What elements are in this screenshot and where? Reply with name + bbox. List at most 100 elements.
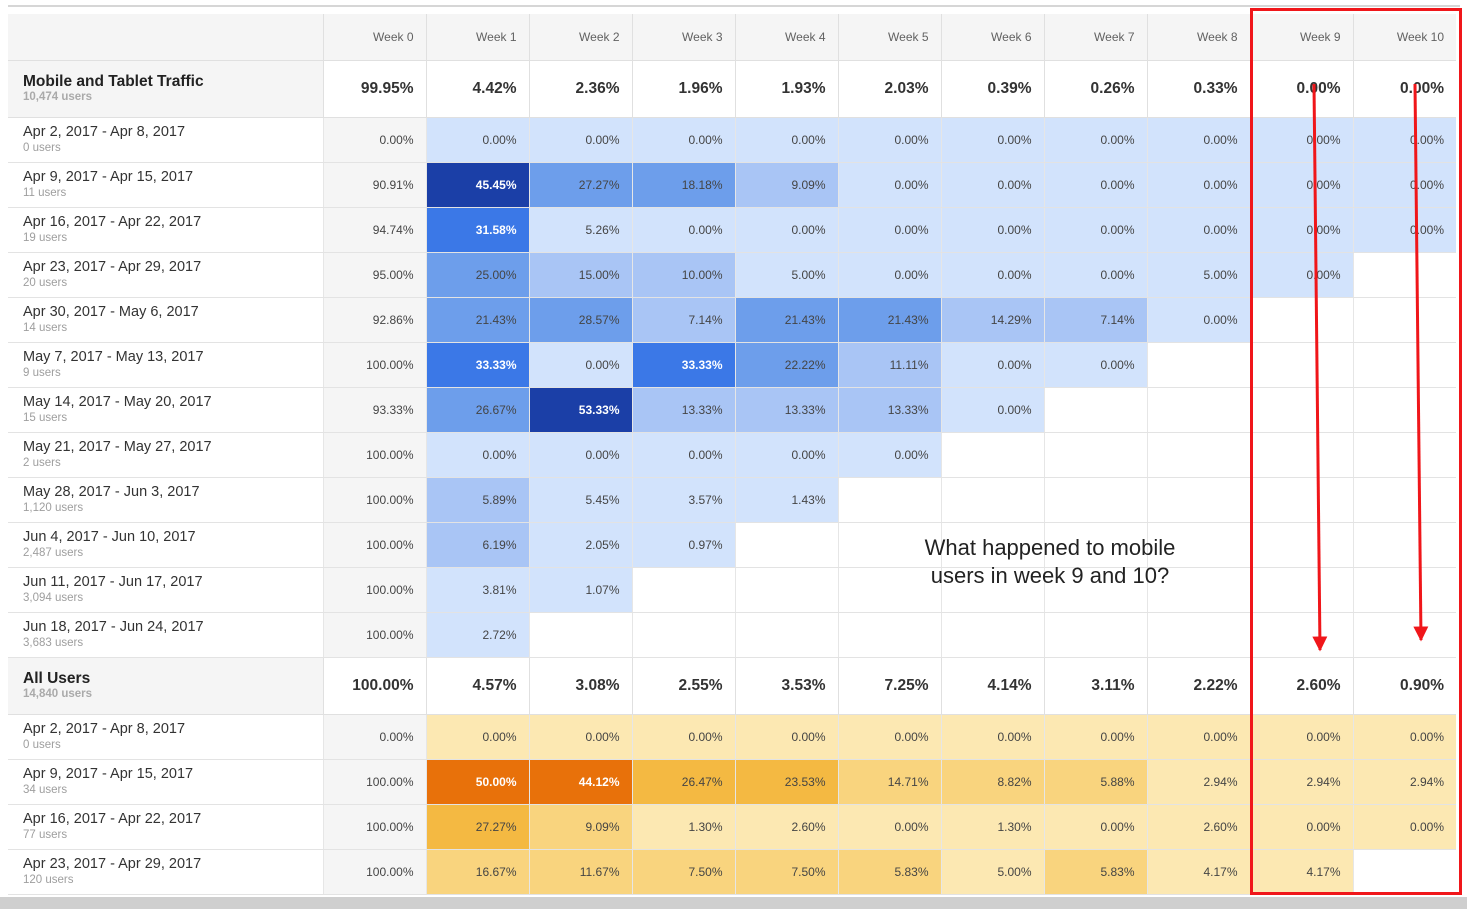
retention-cell: 0.00% [631,207,735,253]
empty-cell [1352,567,1456,613]
retention-cell: 0.00% [940,714,1044,760]
retention-cell: 0.00% [940,387,1044,433]
cohort-label: Apr 23, 2017 - Apr 29, 2017 120 users [8,849,323,895]
retention-cell: 33.33% [631,342,735,388]
cohort-label: Jun 11, 2017 - Jun 17, 2017 3,094 users [8,567,323,613]
retention-cell: 0.00% [1043,804,1147,850]
empty-cell [940,567,1044,613]
empty-cell [631,612,735,658]
retention-cell: 1.43% [734,477,838,523]
retention-cell: 0.00% [425,432,529,478]
retention-cell: 3.57% [631,477,735,523]
segment-label: Mobile and Tablet Traffic 10,474 users [8,60,323,118]
retention-cell: 0.00% [837,207,941,253]
empty-cell [1043,522,1147,568]
cohort-row: Jun 4, 2017 - Jun 10, 2017 2,487 users 100… [8,522,1456,568]
retention-cell: 0.00% [1043,207,1147,253]
cohort-row: Jun 18, 2017 - Jun 24, 2017 3,683 users 10… [8,612,1456,658]
retention-cell: 0.00% [940,252,1044,298]
retention-cell: 5.00% [1146,252,1250,298]
empty-cell [528,612,632,658]
retention-cell: 0.00% [528,714,632,760]
retention-cell: 0.97% [631,522,735,568]
cohort-row: Apr 30, 2017 - May 6, 2017 14 users 92.86%… [8,297,1456,343]
empty-cell [837,612,941,658]
cohort-date-range: May 21, 2017 - May 27, 2017 [23,439,212,455]
column-header-week-1: Week 1 [425,14,529,61]
retention-cell: 0.00% [940,207,1044,253]
retention-cell: 8.82% [940,759,1044,805]
cohort-date-range: Apr 9, 2017 - Apr 15, 2017 [23,766,194,782]
retention-cell: 0.00% [734,207,838,253]
column-header-week-7: Week 7 [1043,14,1147,61]
retention-cell: 23.53% [734,759,838,805]
cohort-date-range: May 7, 2017 - May 13, 2017 [23,349,204,365]
retention-cell: 0.00% [1249,804,1353,850]
segment-total-cell: 1.96% [631,60,735,118]
cohort-row: May 21, 2017 - May 27, 2017 2 users 100.00… [8,432,1456,478]
retention-cell: 16.67% [425,849,529,895]
empty-cell [1249,297,1353,343]
column-header-week-4: Week 4 [734,14,838,61]
retention-cell: 50.00% [425,759,529,805]
retention-cell: 100.00% [322,759,426,805]
cohort-date-range: Apr 16, 2017 - Apr 22, 2017 [23,811,202,827]
segment-total-cell: 3.11% [1043,657,1147,715]
cohort-date-range: May 14, 2017 - May 20, 2017 [23,394,212,410]
retention-cell: 2.05% [528,522,632,568]
top-divider [8,5,1460,7]
empty-cell [1043,567,1147,613]
retention-cell: 15.00% [528,252,632,298]
cohort-user-count: 120 users [23,874,74,886]
retention-cell: 0.00% [1146,207,1250,253]
cohort-label: May 28, 2017 - Jun 3, 2017 1,120 users [8,477,323,523]
segment-total-cell: 0.33% [1146,60,1250,118]
column-header-week-0: Week 0 [322,14,426,61]
retention-cell: 28.57% [528,297,632,343]
segment-total-cell: 0.90% [1352,657,1456,715]
cohort-label: Apr 16, 2017 - Apr 22, 2017 19 users [8,207,323,253]
cohort-date-range: Jun 18, 2017 - Jun 24, 2017 [23,619,204,635]
retention-cell: 94.74% [322,207,426,253]
segment-total-cell: 0.39% [940,60,1044,118]
cohort-user-count: 11 users [23,187,67,199]
retention-cell: 7.50% [631,849,735,895]
retention-cell: 0.00% [837,432,941,478]
cohort-user-count: 2,487 users [23,547,84,559]
retention-cell: 100.00% [322,342,426,388]
empty-cell [1043,612,1147,658]
retention-cell: 100.00% [322,567,426,613]
cohort-label: May 21, 2017 - May 27, 2017 2 users [8,432,323,478]
retention-cell: 14.71% [837,759,941,805]
retention-cell: 26.47% [631,759,735,805]
cohort-row: Apr 9, 2017 - Apr 15, 2017 34 users 100.00… [8,759,1456,805]
cohort-row: May 7, 2017 - May 13, 2017 9 users 100.00%… [8,342,1456,388]
segment-user-count: 10,474 users [23,91,93,103]
empty-cell [1043,477,1147,523]
segment-name: All Users [23,670,91,687]
column-header-week-10: Week 10 [1352,14,1456,61]
segment-total-cell: 2.22% [1146,657,1250,715]
cohort-row: Apr 23, 2017 - Apr 29, 2017 120 users 100.… [8,849,1456,895]
retention-cell: 1.30% [940,804,1044,850]
cohort-label: Apr 2, 2017 - Apr 8, 2017 0 users [8,714,323,760]
retention-cell: 0.00% [1146,117,1250,163]
retention-cell: 100.00% [322,477,426,523]
empty-cell [1146,477,1250,523]
segment-total-cell: 2.60% [1249,657,1353,715]
bottom-scrollbar-track[interactable] [0,897,1467,909]
retention-cell: 0.00% [1249,714,1353,760]
retention-cell: 0.00% [1352,117,1456,163]
cohort-label: Apr 9, 2017 - Apr 15, 2017 11 users [8,162,323,208]
empty-cell [1146,432,1250,478]
retention-cell: 44.12% [528,759,632,805]
cohort-label: Apr 30, 2017 - May 6, 2017 14 users [8,297,323,343]
cohort-label: Apr 16, 2017 - Apr 22, 2017 77 users [8,804,323,850]
empty-cell [1249,612,1353,658]
empty-cell [1146,522,1250,568]
retention-cell: 90.91% [322,162,426,208]
retention-cell: 0.00% [837,162,941,208]
cohort-user-count: 14 users [23,322,68,334]
retention-cell: 1.30% [631,804,735,850]
retention-cell: 9.09% [528,804,632,850]
